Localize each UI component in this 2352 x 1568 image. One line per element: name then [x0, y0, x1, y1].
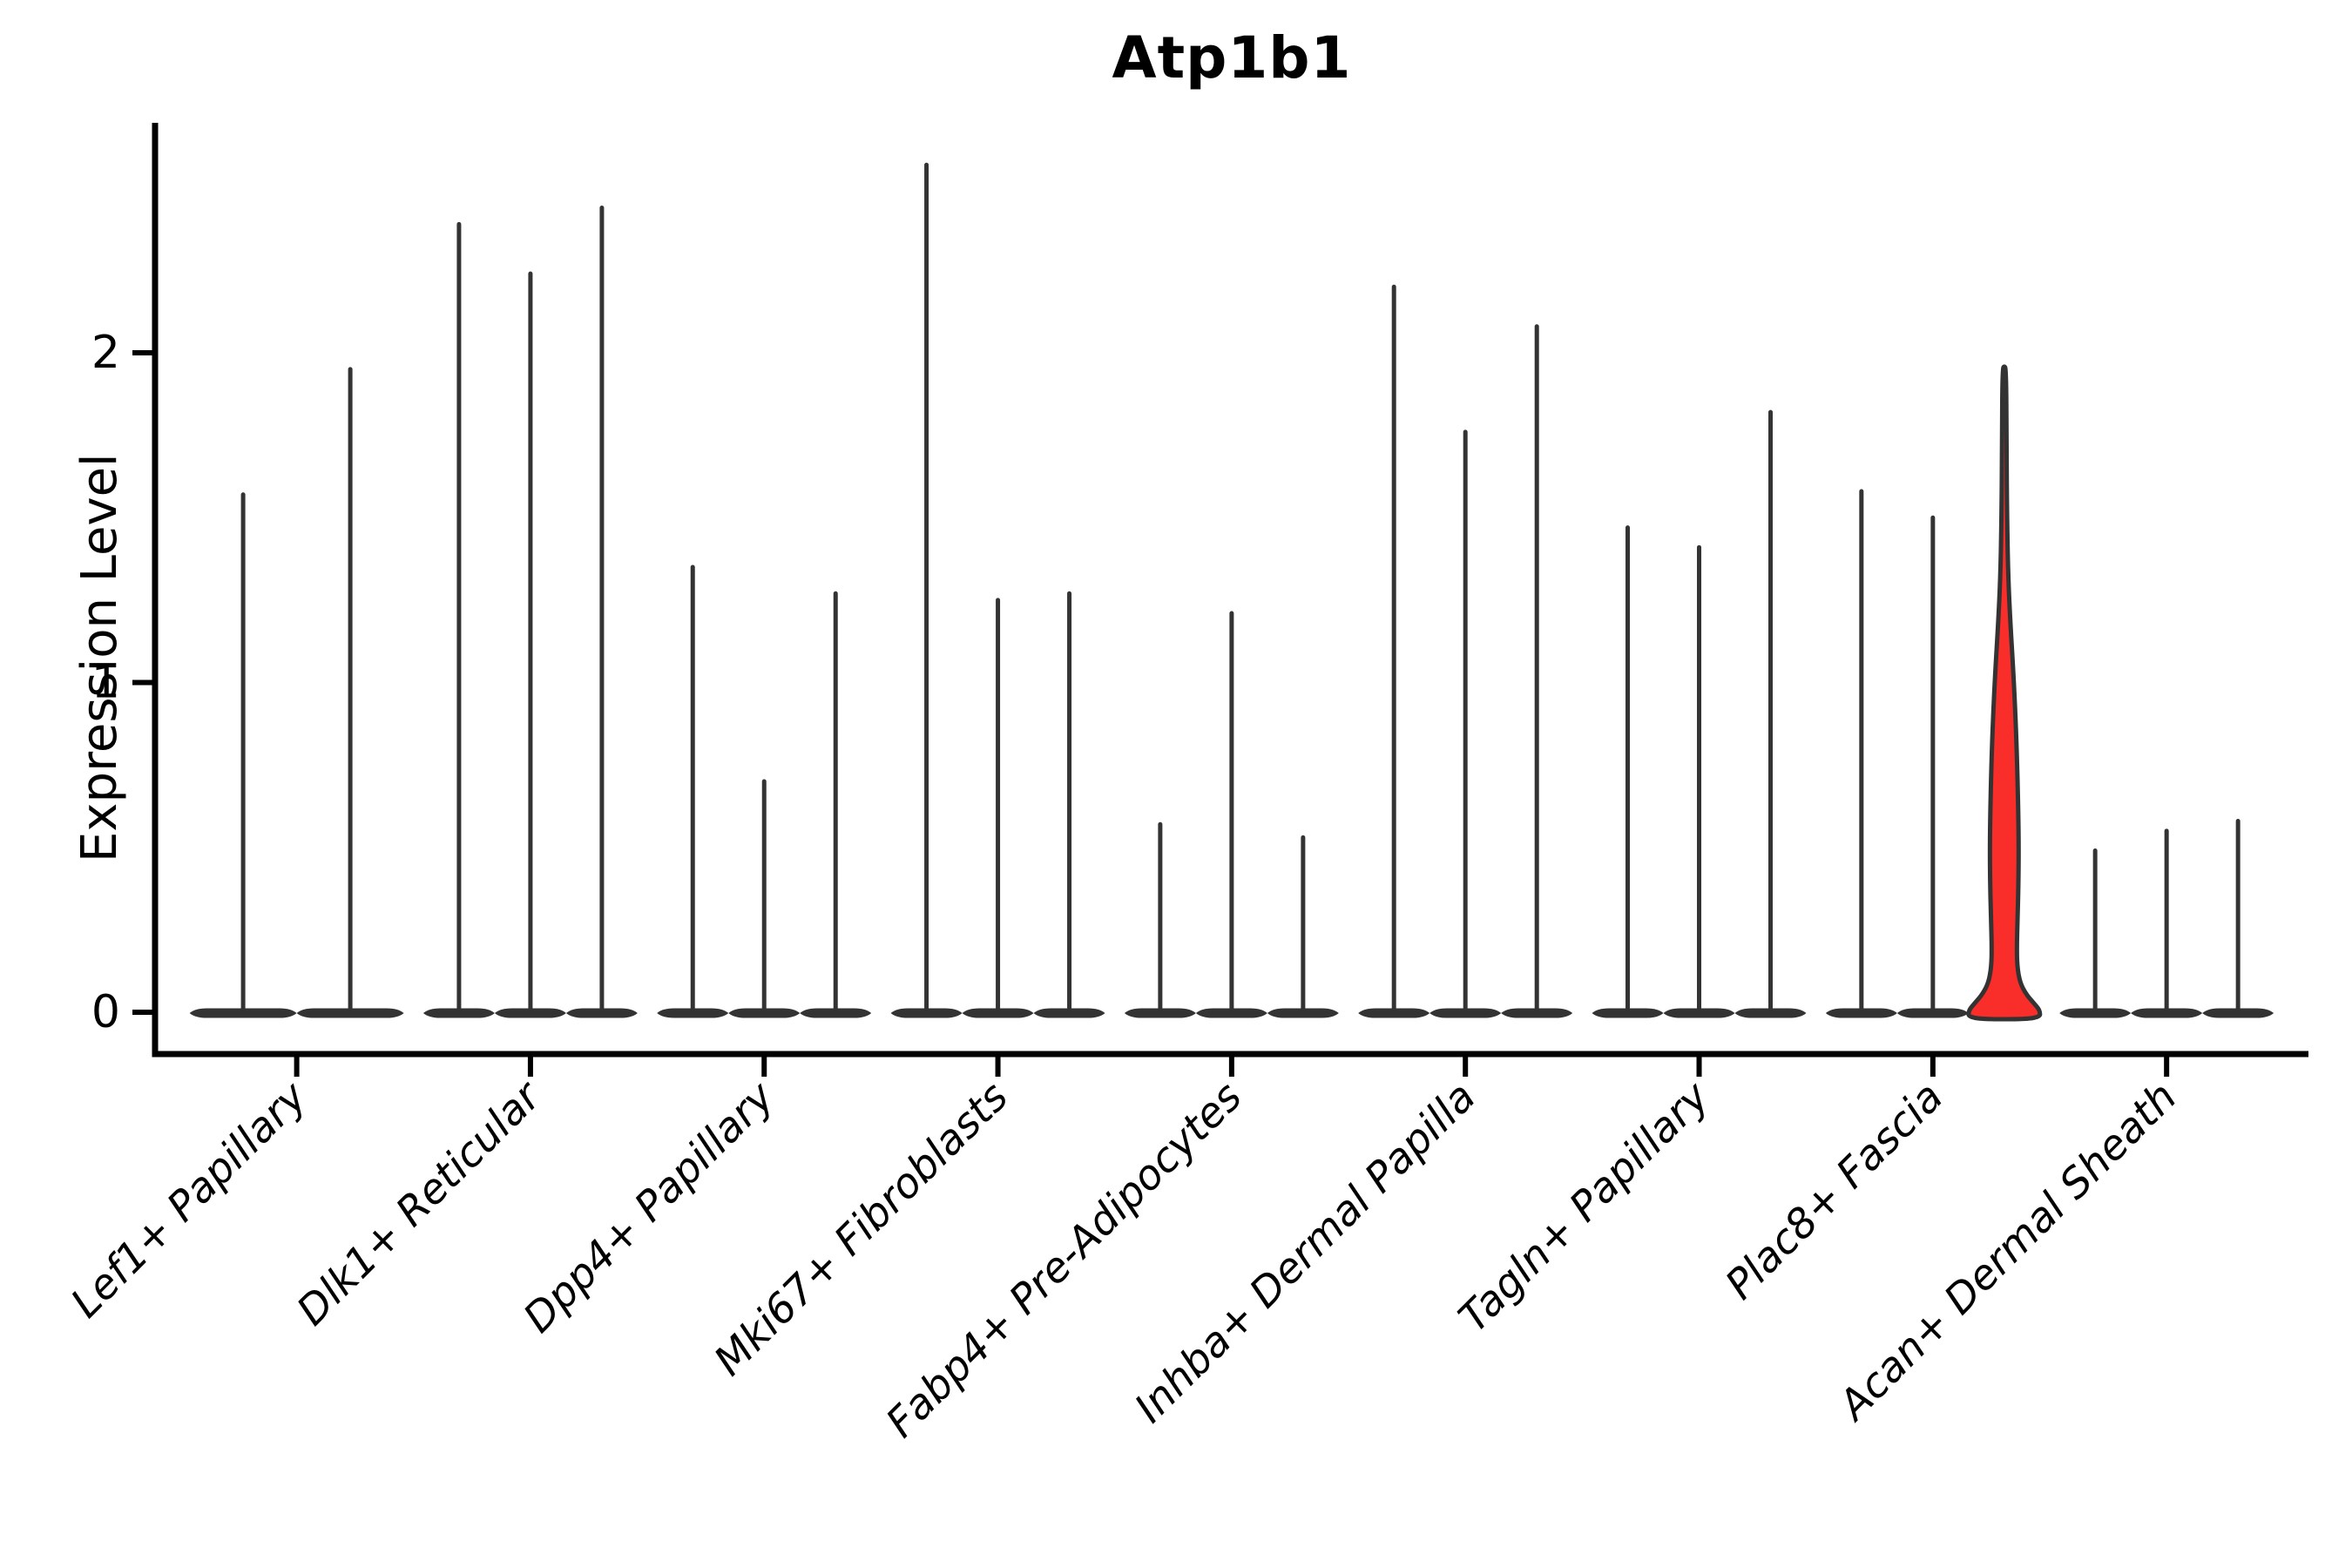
y-tick-label: 1 [91, 657, 120, 709]
x-tick-label: Tagln+ Papillary [1450, 1072, 1720, 1342]
x-tick-label: Lef1+ Papillary [62, 1072, 317, 1328]
y-tick-label: 0 [91, 986, 120, 1038]
x-tick-label: Dlk1+ Reticular [287, 1071, 551, 1335]
x-tick-label: Dpp4+ Papillary [515, 1072, 785, 1342]
x-tick-label: Plac8+ Fascia [1716, 1073, 1952, 1309]
chart-title: Atp1b1 [1112, 24, 1352, 91]
y-tick-label: 2 [91, 327, 120, 379]
highlight-violin [1966, 364, 2043, 1022]
